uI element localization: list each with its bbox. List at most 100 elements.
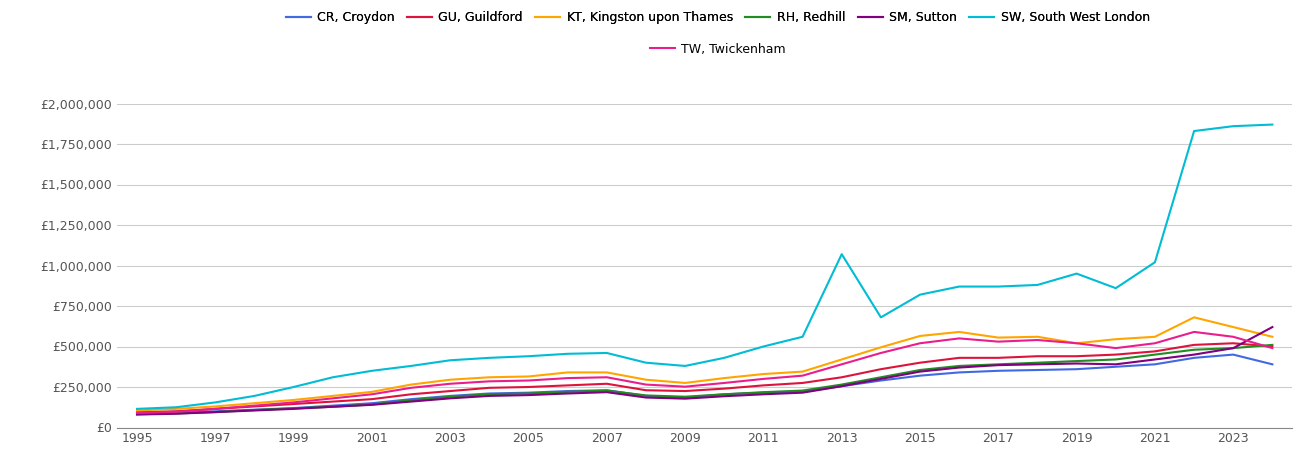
RH, Redhill <box>873 374 889 380</box>
GU, Guildford <box>1147 349 1163 354</box>
GU, Guildford <box>207 406 223 412</box>
TW, Twickenham <box>756 376 771 382</box>
KT, Kingston upon Thames <box>638 377 654 382</box>
RH, Redhill <box>599 388 615 393</box>
SW, South West London <box>795 334 810 339</box>
CR, Croydon <box>442 393 458 399</box>
RH, Redhill <box>1030 360 1045 365</box>
KT, Kingston upon Thames <box>403 382 419 387</box>
TW, Twickenham <box>521 378 536 383</box>
CR, Croydon <box>1147 362 1163 367</box>
SW, South West London <box>599 350 615 356</box>
RH, Redhill <box>247 407 262 413</box>
SM, Sutton <box>599 390 615 395</box>
SW, South West London <box>560 351 576 356</box>
TW, Twickenham <box>638 382 654 387</box>
GU, Guildford <box>168 409 184 414</box>
GU, Guildford <box>912 360 928 365</box>
CR, Croydon <box>1108 364 1124 369</box>
SM, Sutton <box>795 390 810 396</box>
Line: SW, South West London: SW, South West London <box>137 125 1272 409</box>
KT, Kingston upon Thames <box>1108 337 1124 342</box>
SM, Sutton <box>756 392 771 397</box>
Legend: TW, Twickenham: TW, Twickenham <box>645 38 791 61</box>
Line: CR, Croydon: CR, Croydon <box>137 355 1272 414</box>
KT, Kingston upon Thames <box>599 370 615 375</box>
GU, Guildford <box>1186 342 1202 347</box>
GU, Guildford <box>560 382 576 388</box>
TW, Twickenham <box>990 339 1006 344</box>
TW, Twickenham <box>1147 341 1163 346</box>
KT, Kingston upon Thames <box>1147 334 1163 339</box>
GU, Guildford <box>795 380 810 386</box>
CR, Croydon <box>716 392 732 397</box>
GU, Guildford <box>716 386 732 391</box>
SM, Sutton <box>1186 352 1202 357</box>
RH, Redhill <box>1186 347 1202 352</box>
GU, Guildford <box>1108 352 1124 357</box>
RH, Redhill <box>1069 358 1084 364</box>
SW, South West London <box>1108 285 1124 291</box>
KT, Kingston upon Thames <box>1030 334 1045 339</box>
CR, Croydon <box>677 395 693 400</box>
SW, South West London <box>247 393 262 399</box>
CR, Croydon <box>247 407 262 412</box>
CR, Croydon <box>599 387 615 393</box>
SW, South West London <box>403 363 419 369</box>
TW, Twickenham <box>286 400 301 405</box>
KT, Kingston upon Thames <box>951 329 967 335</box>
RH, Redhill <box>403 398 419 403</box>
GU, Guildford <box>951 355 967 360</box>
SM, Sutton <box>207 410 223 415</box>
CR, Croydon <box>403 396 419 402</box>
Line: GU, Guildford: GU, Guildford <box>137 343 1272 412</box>
SM, Sutton <box>1147 357 1163 362</box>
TW, Twickenham <box>834 362 850 367</box>
CR, Croydon <box>912 373 928 378</box>
KT, Kingston upon Thames <box>1186 315 1202 320</box>
SM, Sutton <box>364 402 380 408</box>
KT, Kingston upon Thames <box>834 357 850 362</box>
GU, Guildford <box>1030 354 1045 359</box>
RH, Redhill <box>325 404 341 410</box>
RH, Redhill <box>482 392 497 397</box>
CR, Croydon <box>286 405 301 411</box>
CR, Croydon <box>795 389 810 395</box>
RH, Redhill <box>286 406 301 411</box>
SW, South West London <box>912 292 928 297</box>
CR, Croydon <box>482 391 497 396</box>
CR, Croydon <box>1265 362 1280 367</box>
RH, Redhill <box>1225 346 1241 351</box>
TW, Twickenham <box>1225 334 1241 339</box>
RH, Redhill <box>1265 342 1280 347</box>
KT, Kingston upon Thames <box>716 375 732 381</box>
TW, Twickenham <box>951 336 967 341</box>
CR, Croydon <box>1030 367 1045 373</box>
Line: SM, Sutton: SM, Sutton <box>137 327 1272 414</box>
GU, Guildford <box>129 410 145 415</box>
SM, Sutton <box>1030 362 1045 367</box>
SM, Sutton <box>1069 361 1084 366</box>
SM, Sutton <box>1265 324 1280 330</box>
TW, Twickenham <box>325 396 341 401</box>
TW, Twickenham <box>482 378 497 384</box>
GU, Guildford <box>482 385 497 391</box>
CR, Croydon <box>951 370 967 375</box>
SW, South West London <box>364 368 380 373</box>
SM, Sutton <box>1108 362 1124 367</box>
RH, Redhill <box>795 388 810 393</box>
SM, Sutton <box>286 406 301 412</box>
SW, South West London <box>990 284 1006 289</box>
TW, Twickenham <box>912 341 928 346</box>
KT, Kingston upon Thames <box>795 369 810 374</box>
TW, Twickenham <box>795 373 810 378</box>
SW, South West London <box>756 344 771 349</box>
KT, Kingston upon Thames <box>286 397 301 403</box>
SW, South West London <box>442 358 458 363</box>
SW, South West London <box>716 355 732 360</box>
TW, Twickenham <box>1069 341 1084 346</box>
GU, Guildford <box>873 366 889 372</box>
SM, Sutton <box>442 396 458 401</box>
GU, Guildford <box>247 404 262 409</box>
TW, Twickenham <box>1186 329 1202 335</box>
